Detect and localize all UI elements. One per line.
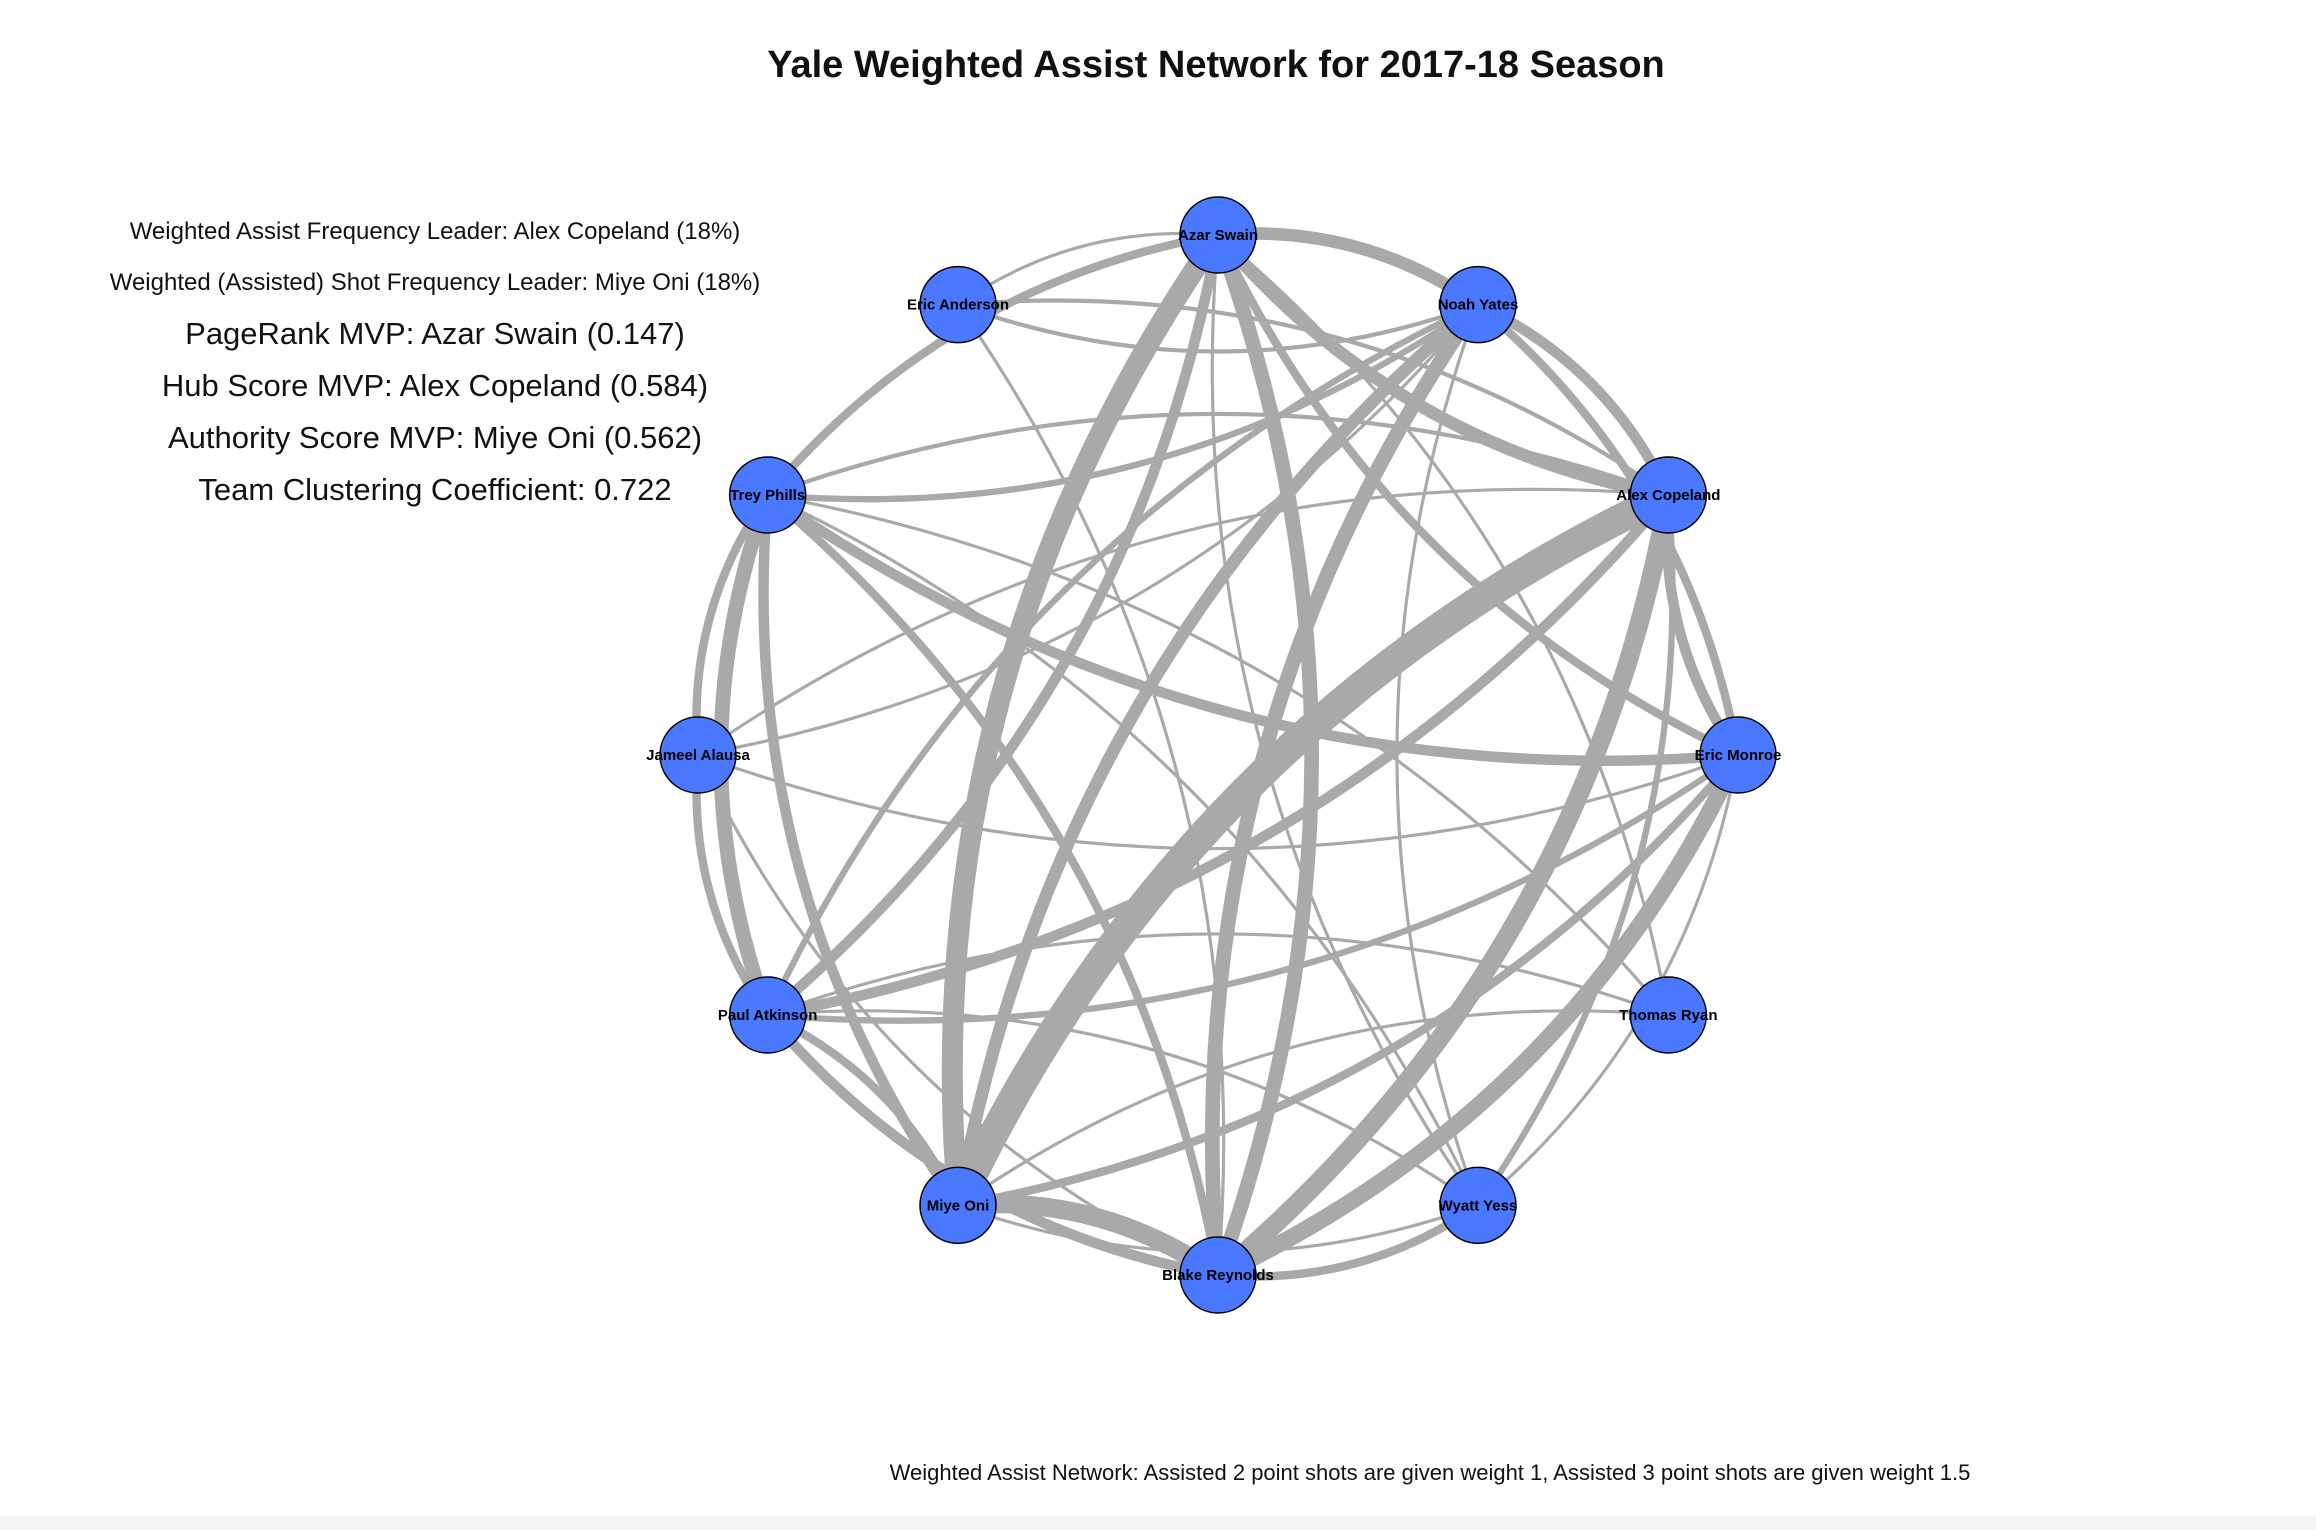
nodes-layer: Azar Swain Noah Yates Alex Copeland Eric Mo… xyxy=(646,196,1782,1314)
chart-title: Yale Weighted Assist Network for 2017-18… xyxy=(767,44,1665,86)
edge xyxy=(1210,233,1480,1207)
node-label: Trey Phills xyxy=(730,487,805,504)
edge xyxy=(696,753,1740,851)
node-paul-atkinson: Paul Atkinson xyxy=(718,976,817,1054)
edge xyxy=(696,303,1480,757)
edge xyxy=(1395,303,1480,1207)
edge xyxy=(956,303,1226,1277)
edge xyxy=(1213,230,1743,760)
node-blake-reynolds: Blake Reynolds xyxy=(1162,1236,1274,1314)
edge xyxy=(764,301,1482,1019)
edge xyxy=(1204,297,1486,1283)
edge xyxy=(1216,233,1670,1017)
edges-layer xyxy=(692,224,1747,1285)
edge xyxy=(763,490,1223,1280)
node-circle xyxy=(1699,716,1777,794)
node-label: Azar Swain xyxy=(1178,227,1258,244)
node-noah-yates: Noah Yates xyxy=(1438,265,1519,344)
edge xyxy=(953,750,1743,1210)
node-label: Wyatt Yess xyxy=(1439,1197,1518,1214)
node-circle xyxy=(728,976,807,1054)
edge xyxy=(764,751,1742,1024)
stat-authority-score-mvp: Authority Score MVP: Miye Oni (0.562) xyxy=(167,420,703,455)
node-circle xyxy=(1179,196,1257,274)
node-label: Eric Monroe xyxy=(1695,747,1782,764)
edge xyxy=(1211,228,1675,502)
edge xyxy=(951,298,1485,1212)
node-label: Blake Reynolds xyxy=(1162,1267,1274,1284)
node-jameel-alausa: Jameel Alausa xyxy=(646,716,750,794)
edge xyxy=(762,489,1744,766)
edge xyxy=(955,298,1671,498)
node-circle xyxy=(1439,265,1517,344)
node-label: Alex Copeland xyxy=(1616,487,1720,504)
edge xyxy=(766,493,1670,1017)
edge xyxy=(1474,491,1676,1209)
node-circle xyxy=(1439,1166,1517,1245)
edge xyxy=(763,230,1223,500)
node-label: Paul Atkinson xyxy=(718,1007,817,1024)
node-label: Eric Anderson xyxy=(907,297,1009,314)
node-miye-oni: Miye Oni xyxy=(919,1166,997,1245)
stat-shot-frequency-leader: Weighted (Assisted) Shot Frequency Leade… xyxy=(109,269,761,296)
node-circle xyxy=(919,1166,997,1245)
edge xyxy=(955,302,1481,354)
stat-clustering-coefficient: Team Clustering Coefficient: 0.722 xyxy=(198,472,672,507)
edge xyxy=(766,932,1670,1017)
node-label: Noah Yates xyxy=(1438,297,1519,314)
edge xyxy=(766,493,1480,1207)
node-eric-monroe: Eric Monroe xyxy=(1695,716,1782,794)
node-circle xyxy=(1179,1236,1257,1314)
edge xyxy=(1210,227,1319,1283)
edge xyxy=(696,487,1670,757)
node-eric-anderson: Eric Anderson xyxy=(907,265,1009,344)
stat-pagerank-mvp: PageRank MVP: Azar Swain (0.147) xyxy=(185,316,685,351)
node-circle xyxy=(728,456,807,534)
edge xyxy=(762,229,1224,1021)
node-circle xyxy=(659,716,737,794)
node-label: Jameel Alausa xyxy=(646,747,750,764)
edge xyxy=(1209,746,1747,1284)
node-trey-phills: Trey Phills xyxy=(728,456,807,534)
node-circle xyxy=(919,265,997,344)
edge xyxy=(765,411,1671,498)
node-label: Miye Oni xyxy=(927,1197,990,1214)
node-circle xyxy=(1629,976,1708,1054)
edge xyxy=(762,489,1674,1021)
edge xyxy=(766,1009,1480,1207)
node-alex-copeland: Alex Copeland xyxy=(1616,456,1720,534)
node-azar-swain: Azar Swain xyxy=(1178,196,1258,274)
edge xyxy=(1208,485,1678,1285)
node-wyatt-yess: Wyatt Yess xyxy=(1439,1166,1518,1245)
node-label: Thomas Ryan xyxy=(1619,1007,1717,1024)
stat-assist-frequency-leader: Weighted Assist Frequency Leader: Alex C… xyxy=(129,218,741,245)
stat-hub-score-mvp: Hub Score MVP: Alex Copeland (0.584) xyxy=(161,368,709,403)
edge xyxy=(696,753,1220,1277)
edge xyxy=(941,224,1229,1216)
edge xyxy=(764,301,1482,503)
edge xyxy=(956,1009,1670,1207)
bottom-strip xyxy=(0,1516,2316,1530)
node-circle xyxy=(1629,456,1708,534)
node-thomas-ryan: Thomas Ryan xyxy=(1619,976,1718,1054)
chart-caption: Weighted Assist Network: Assisted 2 poin… xyxy=(889,1460,1971,1485)
